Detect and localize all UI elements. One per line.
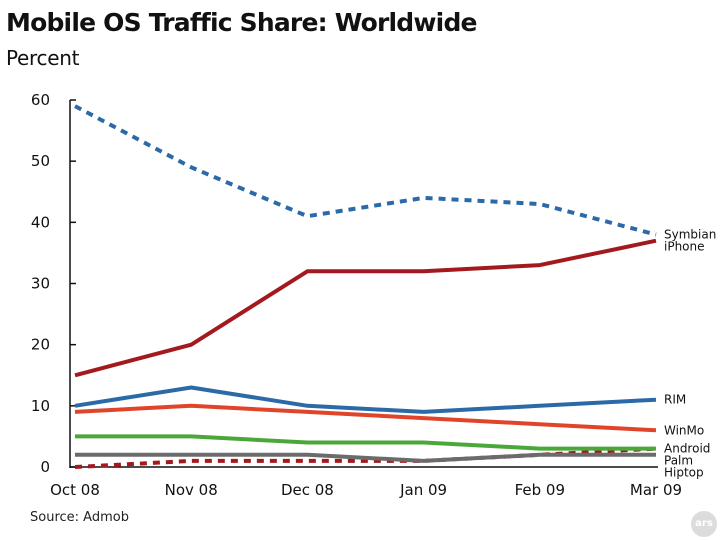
x-tick-label: Dec 08 bbox=[281, 481, 334, 499]
y-tick-label: 50 bbox=[31, 152, 50, 170]
series-line-iphone bbox=[74, 238, 657, 378]
series-line-palm bbox=[75, 434, 656, 451]
y-tick-label: 30 bbox=[31, 275, 50, 293]
series-line-hiptop bbox=[75, 452, 656, 463]
series-line-rim bbox=[74, 385, 657, 414]
series-label-iphone: iPhone bbox=[664, 240, 705, 254]
x-tick-label: Mar 09 bbox=[630, 481, 682, 499]
y-tick-label: 60 bbox=[31, 91, 50, 109]
axes: 0 10 20 30 40 50 60 Oct 08 Nov 08 Dec 08 Jan 09 Feb… bbox=[31, 91, 682, 499]
series-label-winmo: WinMo bbox=[664, 423, 704, 437]
series-line-symbian bbox=[74, 104, 657, 237]
series-label-symbian: Symbian bbox=[664, 228, 716, 242]
x-tick-label: Oct 08 bbox=[50, 481, 100, 499]
x-tick-label: Nov 08 bbox=[165, 481, 218, 499]
chart-title: Mobile OS Traffic Share: Worldwide bbox=[6, 8, 478, 37]
x-tick-label: Jan 09 bbox=[399, 481, 447, 499]
y-tick-label: 0 bbox=[40, 458, 50, 476]
series-lines bbox=[74, 104, 657, 469]
x-tick-label: Feb 09 bbox=[515, 481, 565, 499]
y-tick-label: 20 bbox=[31, 336, 50, 354]
series-label-rim: RIM bbox=[664, 393, 686, 407]
series-label-android: Android bbox=[664, 442, 710, 456]
series-label-palm: Palm bbox=[664, 454, 693, 468]
series-label-hiptop: Hiptop bbox=[664, 466, 704, 480]
series-line-winmo bbox=[74, 403, 657, 433]
chart-subtitle: Percent bbox=[6, 46, 80, 70]
y-tick-label: 10 bbox=[31, 397, 50, 415]
source-note: Source: Admob bbox=[30, 510, 129, 525]
y-tick-label: 40 bbox=[31, 213, 50, 231]
ars-logo: ars bbox=[691, 511, 717, 537]
